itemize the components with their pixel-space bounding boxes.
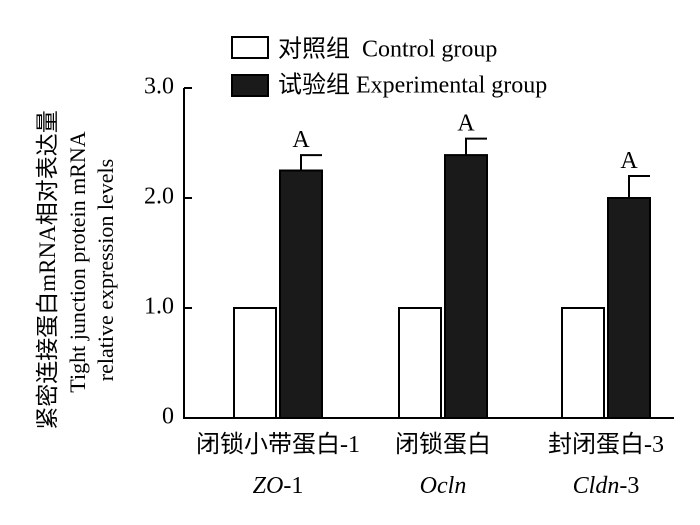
y-axis-label-cn: 紧密连接蛋白mRNA相对表达量 — [35, 110, 60, 429]
gene-name: Ocln — [420, 473, 467, 499]
y-tick-label: 3.0 — [144, 74, 174, 100]
y-axis-label-en-2: relative expression levels — [93, 159, 118, 381]
x-tick-label-cn: 封闭蛋白-3 — [548, 431, 664, 458]
legend-label-control: 对照组 Control group — [278, 36, 497, 63]
x-tick-labels: 闭锁小带蛋白-1 ZO-1 闭锁蛋白 Ocln 封闭蛋白-3 Cldn-3 — [196, 431, 664, 499]
significance-label: A — [457, 111, 475, 137]
significance-label: A — [620, 148, 638, 174]
bar-control — [398, 307, 442, 419]
legend-swatch-control — [231, 36, 269, 59]
significance-label: A — [292, 127, 310, 153]
bar-control — [233, 307, 277, 419]
gene-name: Cldn — [573, 473, 620, 499]
y-axis-label-en-1: Tight junction protein mRNA — [65, 131, 90, 392]
x-tick-label-cn: 闭锁小带蛋白-1 — [196, 431, 360, 458]
legend-swatch-experimental — [231, 74, 269, 97]
gene-suffix: -3 — [619, 473, 639, 499]
x-tick-label-gene: ZO-1 — [253, 473, 304, 499]
bar-experimental — [444, 154, 488, 419]
y-ticks: 0 1.0 2.0 3.0 — [144, 74, 192, 430]
bar-experimental — [607, 197, 651, 419]
y-tick-label: 1.0 — [144, 294, 174, 320]
x-tick-label-gene: Cldn-3 — [573, 473, 640, 499]
y-tick-label: 0 — [162, 404, 174, 430]
y-tick-label: 2.0 — [144, 184, 174, 210]
bar-control — [561, 307, 605, 419]
x-tick-label-cn: 闭锁蛋白 — [395, 431, 491, 458]
bars: A A A — [233, 111, 651, 419]
gene-suffix: -1 — [283, 473, 303, 499]
legend-label-experimental: 试验组 Experimental group — [278, 72, 547, 99]
x-tick-label-gene: Ocln — [420, 473, 467, 499]
legend: 对照组 Control group 试验组 Experimental group — [231, 36, 547, 99]
bar-experimental — [279, 169, 323, 419]
gene-name: ZO — [253, 473, 284, 499]
y-axis-label: 紧密连接蛋白mRNA相对表达量 Tight junction protein m… — [35, 110, 118, 429]
